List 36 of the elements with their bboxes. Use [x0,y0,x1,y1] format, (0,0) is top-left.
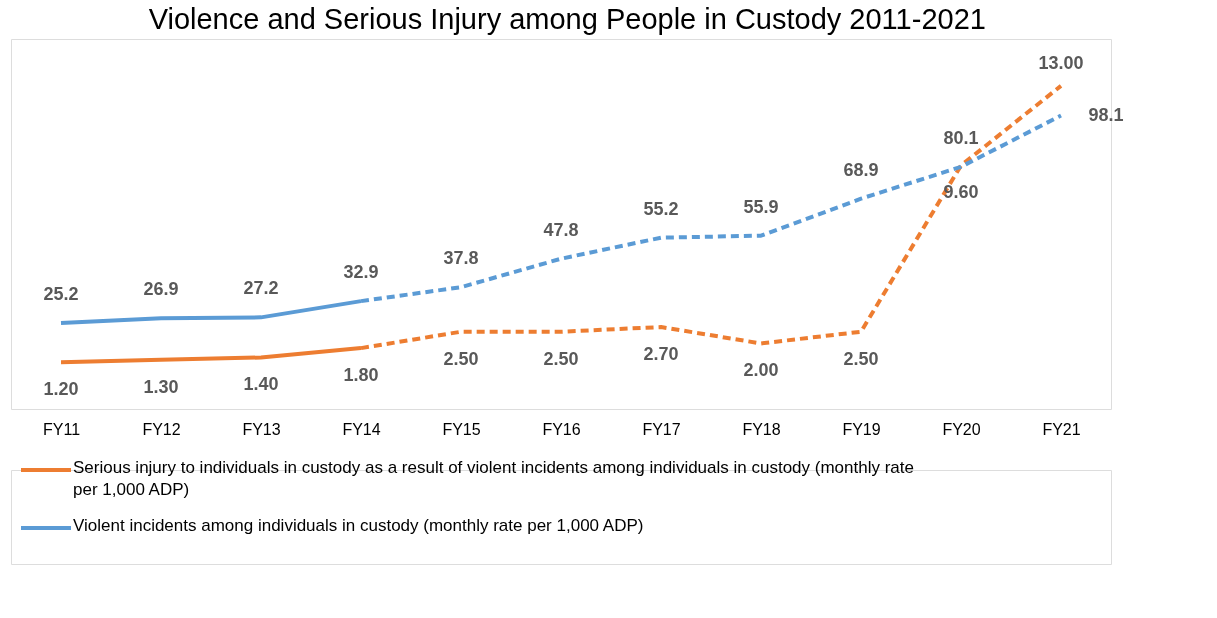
x-tick-label: FY18 [742,420,781,438]
data-label: 47.8 [543,219,579,240]
x-tick-label: FY17 [642,420,681,438]
data-label: 1.20 [43,379,79,400]
data-label: 80.1 [943,127,979,148]
data-label: 2.50 [543,348,579,369]
legend-label: Violent incidents among individuals in custody (monthly rate per 1,000 ADP) [73,516,644,535]
data-label: 55.9 [743,196,779,217]
x-tick-label: FY15 [442,420,481,438]
data-label: 32.9 [343,262,379,283]
x-tick-label: FY19 [842,420,881,438]
data-label: 1.30 [143,376,179,397]
x-tick-label: FY14 [342,420,381,438]
data-label: 37.8 [443,248,479,269]
data-label: 13.00 [1038,52,1084,73]
data-label: 2.50 [843,348,879,369]
data-label: 26.9 [143,279,179,300]
x-tick-label: FY13 [242,420,281,438]
x-tick-label: FY21 [1042,420,1081,438]
data-label: 55.2 [643,198,679,219]
data-label: 2.70 [643,344,679,365]
x-tick-label: FY11 [42,420,81,438]
x-tick-label: FY12 [142,420,181,438]
x-tick-label: FY16 [542,420,581,438]
legend-label: Serious injury to individuals in custody as a result of violent incidents among individuals in custody (monthly rate per 1,000 ADP) [73,458,914,499]
data-label: 25.2 [43,284,79,305]
data-label: 27.2 [243,278,279,299]
data-label: 2.00 [743,360,779,381]
data-label: 1.40 [243,374,279,395]
data-label: 1.80 [343,365,379,386]
data-label: 2.50 [443,348,479,369]
x-tick-label: FY20 [942,420,981,438]
data-label: 98.1 [1088,104,1124,125]
data-label: 9.60 [943,182,979,203]
data-label: 68.9 [843,159,879,180]
chart-title: Violence and Serious Injury among People in Custody 2011-2021 [148,2,986,35]
